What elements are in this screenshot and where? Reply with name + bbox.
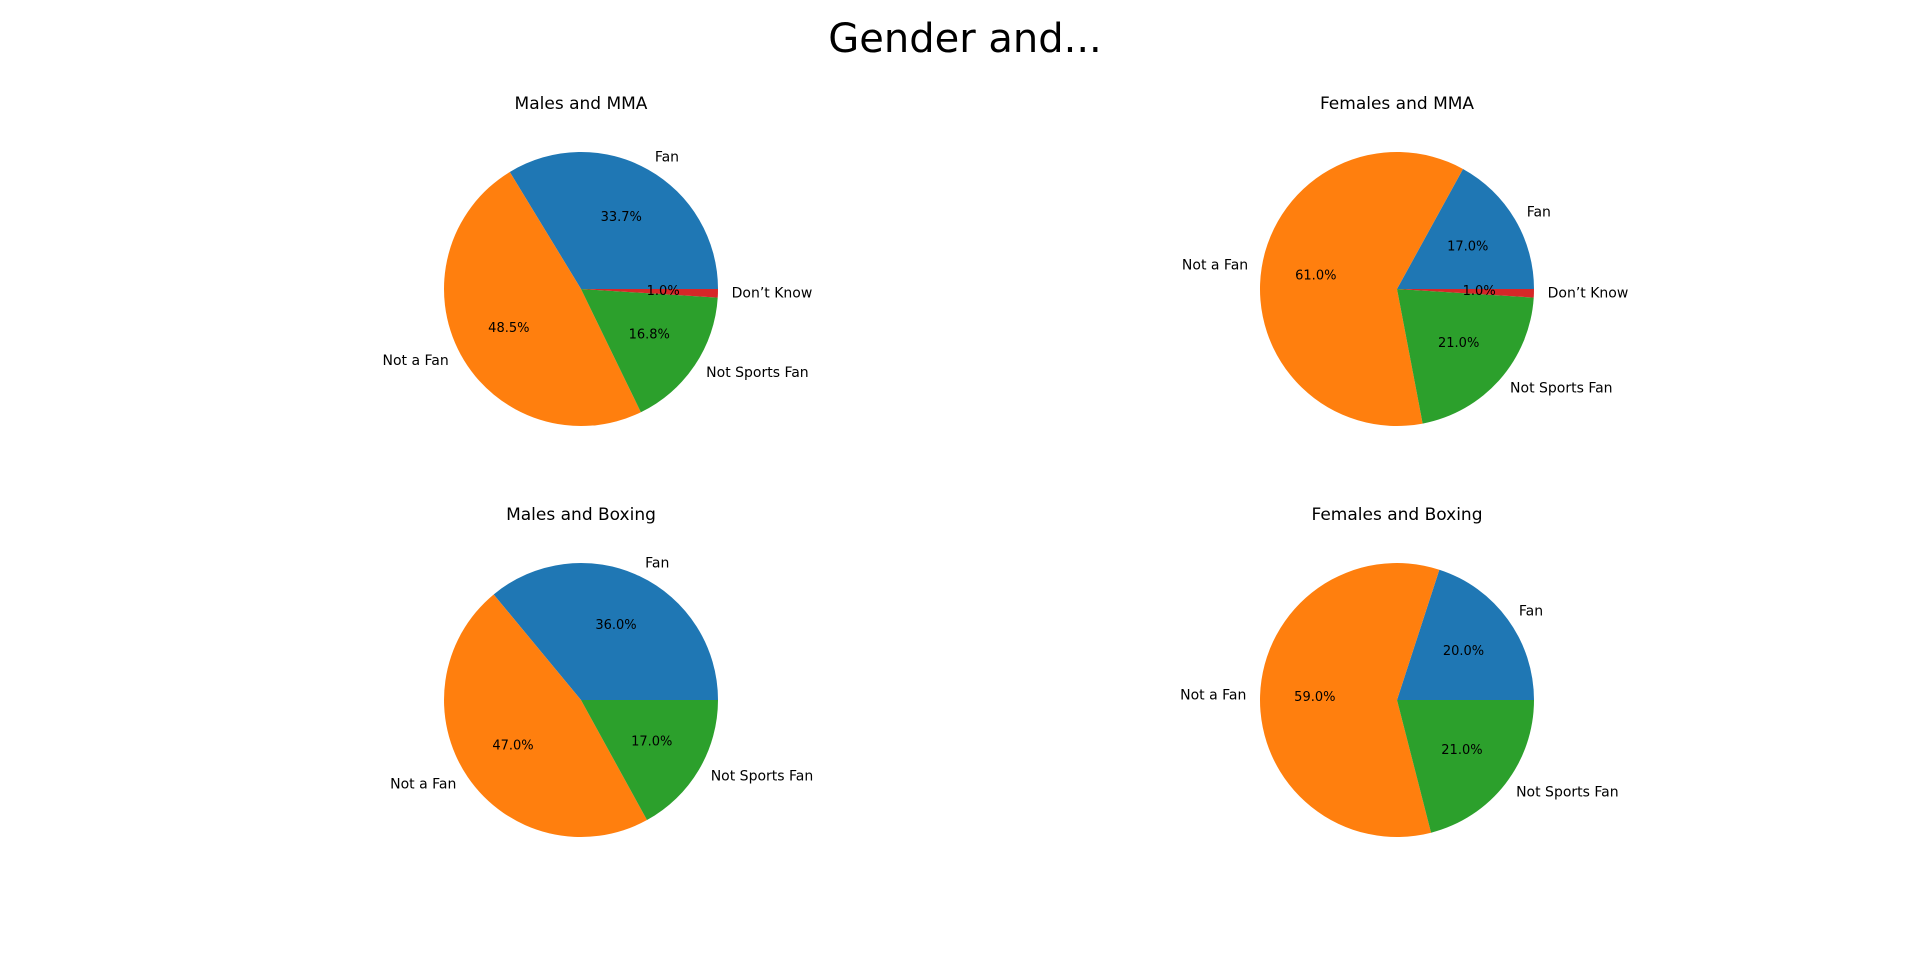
pie-label-not-sports-fan: Not Sports Fan — [706, 365, 809, 381]
pie-slice-fan — [1397, 569, 1534, 700]
pie-label-not-sports-fan: Not Sports Fan — [1510, 381, 1613, 397]
pie-percent-not-a-fan: 48.5% — [488, 321, 529, 336]
pie-percent-not-a-fan: 47.0% — [492, 739, 533, 754]
pie-slice-not-sports-fan — [1397, 289, 1534, 424]
pie-chart-males-boxing: Males and Boxing Fan 36.0% Not a Fan 47.0% No… — [390, 505, 813, 837]
pie-slice-not-a-fan — [443, 171, 641, 426]
pie-label-fan: Fan — [645, 556, 669, 572]
pie-slice-not-a-fan — [444, 594, 647, 837]
pie-label-not-a-fan: Not a Fan — [1180, 687, 1246, 703]
pie-label-don-t-know: Don’t Know — [1548, 286, 1629, 302]
pie-title: Males and Boxing — [506, 505, 656, 525]
pie-slice-not-sports-fan — [1397, 700, 1534, 833]
pie-label-fan: Fan — [1519, 603, 1543, 619]
pie-percent-not-a-fan: 59.0% — [1294, 690, 1335, 705]
figure-suptitle: Gender and... — [828, 16, 1102, 62]
pie-title: Males and MMA — [515, 94, 648, 114]
pie-title: Females and Boxing — [1311, 505, 1482, 525]
pie-label-not-a-fan: Not a Fan — [382, 353, 448, 369]
pie-charts-group: Males and MMA Fan 33.7% Not a Fan 48.5% Not S… — [382, 94, 1628, 838]
pie-percent-not-sports-fan: 21.0% — [1441, 743, 1482, 758]
pie-percent-don-t-know: 1.0% — [1463, 284, 1496, 299]
pie-percent-not-sports-fan: 21.0% — [1438, 336, 1479, 351]
pie-label-not-a-fan: Not a Fan — [1182, 257, 1248, 273]
pie-percent-fan: 20.0% — [1443, 644, 1484, 659]
pie-label-not-sports-fan: Not Sports Fan — [711, 769, 814, 785]
pie-slice-fan — [509, 151, 719, 289]
pie-slice-don-t-know — [1397, 289, 1534, 298]
pie-label-not-sports-fan: Not Sports Fan — [1516, 784, 1619, 800]
pie-slice-not-sports-fan — [581, 289, 718, 413]
pie-chart-females-mma: Females and MMA Fan 17.0% Not a Fan 61.0% Not… — [1182, 94, 1628, 426]
pie-slice-fan — [493, 562, 718, 700]
pie-label-not-a-fan: Not a Fan — [390, 777, 456, 793]
pie-label-fan: Fan — [1527, 204, 1551, 220]
pie-slice-not-a-fan — [1259, 151, 1463, 426]
pie-chart-females-boxing: Females and Boxing Fan 20.0% Not a Fan 59.0%… — [1180, 505, 1619, 838]
pie-chart-males-mma: Males and MMA Fan 33.7% Not a Fan 48.5% Not S… — [382, 94, 812, 426]
pie-slice-don-t-know — [581, 289, 718, 298]
pie-percent-don-t-know: 1.0% — [647, 284, 680, 299]
pie-percent-fan: 17.0% — [1447, 240, 1488, 255]
pie-title: Females and MMA — [1320, 94, 1474, 114]
pie-slice-not-a-fan — [1260, 563, 1440, 838]
pie-percent-fan: 33.7% — [601, 210, 642, 225]
pie-label-don-t-know: Don’t Know — [732, 286, 813, 302]
pie-slice-fan — [1397, 168, 1534, 289]
pie-percent-fan: 36.0% — [595, 618, 636, 633]
pie-percent-not-sports-fan: 16.8% — [629, 327, 670, 342]
pie-percent-not-sports-fan: 17.0% — [631, 734, 672, 749]
pie-percent-not-a-fan: 61.0% — [1295, 269, 1336, 284]
pie-slice-not-sports-fan — [581, 700, 718, 821]
pie-label-fan: Fan — [655, 150, 679, 166]
